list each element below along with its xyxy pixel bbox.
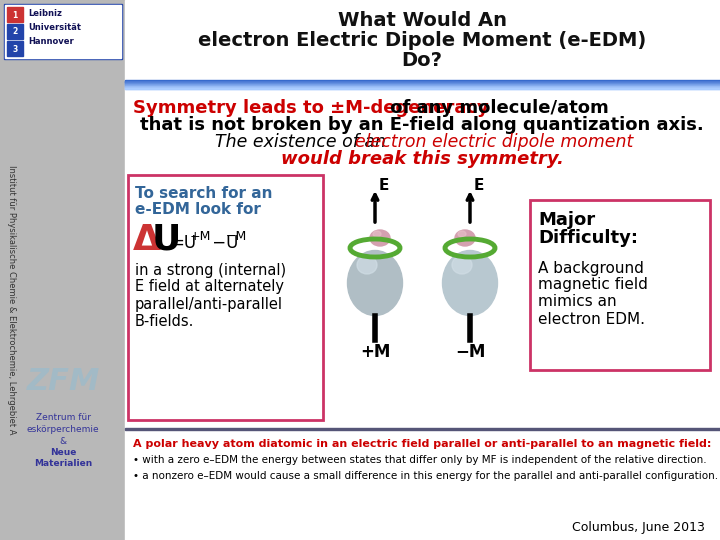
Bar: [7, 7, 23, 22]
Text: +M: +M: [360, 343, 390, 361]
Text: electron Electric Dipole Moment (e-EDM): electron Electric Dipole Moment (e-EDM): [198, 30, 646, 50]
Bar: [125, 82, 720, 83]
Bar: [125, 90, 720, 430]
Ellipse shape: [373, 231, 381, 237]
Text: −M: −M: [226, 231, 247, 244]
Text: • a nonzero e–EDM would cause a small difference in this energy for the parallel: • a nonzero e–EDM would cause a small di…: [133, 471, 718, 481]
Text: 3: 3: [12, 44, 17, 53]
Text: Do?: Do?: [402, 51, 443, 70]
Text: E field at alternately: E field at alternately: [135, 280, 284, 294]
Text: Institut für Physikalische Chemie & Elektrochemie, Lehrgebiet A: Institut für Physikalische Chemie & Elek…: [6, 165, 16, 435]
Text: 1: 1: [12, 10, 17, 19]
Text: ZFM: ZFM: [27, 367, 99, 396]
Text: To search for an: To search for an: [135, 186, 272, 200]
Text: Materialien: Materialien: [34, 459, 92, 468]
Text: mimics an: mimics an: [538, 294, 616, 309]
Text: Major: Major: [538, 211, 595, 229]
Text: magnetic field: magnetic field: [538, 278, 648, 293]
Ellipse shape: [443, 251, 498, 315]
Ellipse shape: [357, 256, 377, 274]
Text: eskörperchemie: eskörperchemie: [27, 425, 99, 434]
Bar: [125, 82, 720, 84]
Bar: [128, 175, 323, 420]
Bar: [125, 86, 720, 88]
Text: Hannover: Hannover: [28, 37, 73, 45]
Bar: [125, 0, 720, 90]
Text: A background: A background: [538, 260, 644, 275]
Text: in a strong (internal): in a strong (internal): [135, 262, 286, 278]
Bar: [125, 430, 720, 540]
Text: −M: −M: [455, 343, 485, 361]
Ellipse shape: [452, 256, 472, 274]
Bar: [0, 0, 125, 540]
Ellipse shape: [455, 230, 475, 246]
Text: A polar heavy atom diatomic in an electric field parallel or anti-parallel to an: A polar heavy atom diatomic in an electr…: [133, 439, 711, 449]
Text: e-EDM look for: e-EDM look for: [135, 201, 261, 217]
Text: • with a zero e–EDM the energy between states that differ only by MF is independ: • with a zero e–EDM the energy between s…: [133, 455, 706, 465]
Bar: [530, 200, 710, 370]
Text: would break this symmetry.: would break this symmetry.: [281, 150, 564, 168]
Text: 2: 2: [12, 28, 17, 37]
Bar: [7, 41, 23, 56]
Text: −U: −U: [207, 234, 238, 252]
Bar: [125, 84, 720, 85]
Text: electron electric dipole moment: electron electric dipole moment: [355, 133, 634, 151]
Text: U: U: [152, 223, 181, 257]
Text: B-fields.: B-fields.: [135, 314, 194, 328]
Text: Δ: Δ: [133, 223, 161, 257]
Bar: [125, 86, 720, 87]
Bar: [125, 85, 720, 86]
Bar: [125, 428, 720, 430]
Text: parallel/anti-parallel: parallel/anti-parallel: [135, 296, 283, 312]
Ellipse shape: [348, 251, 402, 315]
Bar: [125, 83, 720, 84]
Bar: [125, 84, 720, 86]
Bar: [125, 80, 720, 82]
Text: What Would An: What Would An: [338, 10, 506, 30]
Text: Universität: Universität: [28, 23, 81, 31]
Bar: [5, 5, 121, 58]
Bar: [125, 87, 720, 89]
Bar: [4, 4, 122, 59]
Text: E: E: [474, 178, 485, 192]
Text: +M: +M: [190, 231, 212, 244]
Text: Neue: Neue: [50, 448, 76, 457]
Text: =U: =U: [170, 234, 196, 252]
Ellipse shape: [458, 231, 466, 237]
Text: E: E: [379, 178, 390, 192]
Bar: [125, 87, 720, 89]
Text: Columbus, June 2013: Columbus, June 2013: [572, 521, 705, 534]
Ellipse shape: [370, 230, 390, 246]
Bar: [125, 80, 720, 82]
Text: Leibniz: Leibniz: [28, 9, 62, 17]
Text: &: &: [60, 437, 66, 446]
Text: that is not broken by an E-field along quantization axis.: that is not broken by an E-field along q…: [140, 116, 704, 134]
Text: Difficulty:: Difficulty:: [538, 229, 638, 247]
Bar: [7, 24, 23, 39]
Text: Symmetry leads to ±M-degeneracy: Symmetry leads to ±M-degeneracy: [133, 99, 489, 117]
Text: electron EDM.: electron EDM.: [538, 312, 645, 327]
Text: of any molecule/atom: of any molecule/atom: [384, 99, 609, 117]
Text: Zentrum für: Zentrum für: [35, 413, 91, 422]
Text: The existence of an: The existence of an: [215, 133, 392, 151]
